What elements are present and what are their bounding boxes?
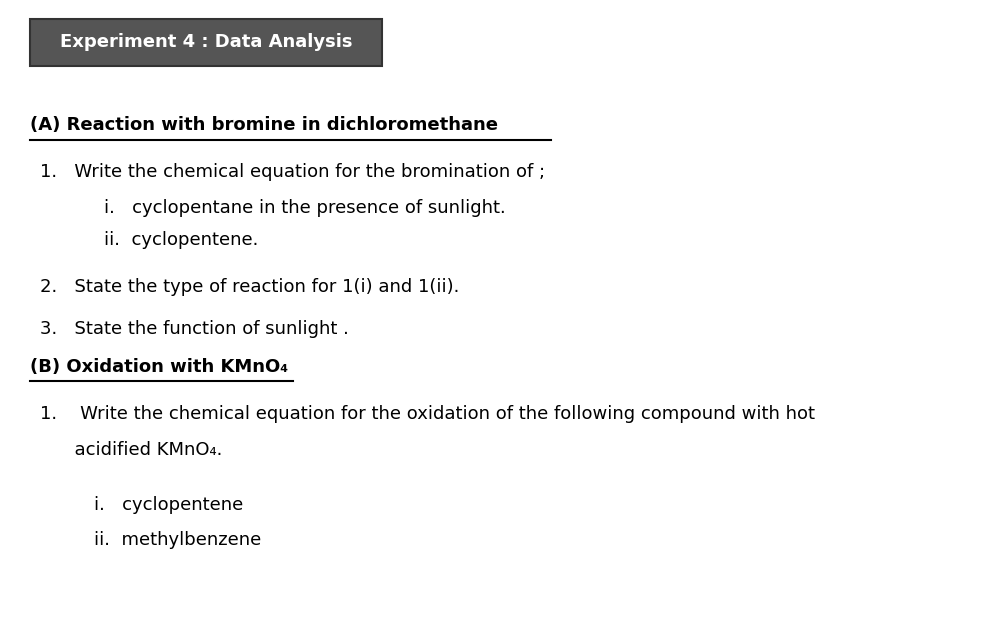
Text: 3.   State the function of sunlight .: 3. State the function of sunlight . [40,320,349,338]
Text: ii.  cyclopentene.: ii. cyclopentene. [104,231,258,248]
Text: 2.   State the type of reaction for 1(i) and 1(ii).: 2. State the type of reaction for 1(i) a… [40,278,459,295]
Text: i.   cyclopentene: i. cyclopentene [94,496,243,514]
Text: Experiment 4 : Data Analysis: Experiment 4 : Data Analysis [60,33,353,51]
Text: 1.    Write the chemical equation for the oxidation of the following compound wi: 1. Write the chemical equation for the o… [40,405,814,423]
Text: (B) Oxidation with KMnO₄: (B) Oxidation with KMnO₄ [30,358,288,376]
Text: 1.   Write the chemical equation for the bromination of ;: 1. Write the chemical equation for the b… [40,164,545,181]
Text: (A) Reaction with bromine in dichloromethane: (A) Reaction with bromine in dichloromet… [30,117,497,134]
Text: acidified KMnO₄.: acidified KMnO₄. [40,441,222,458]
Text: ii.  methylbenzene: ii. methylbenzene [94,532,261,549]
FancyBboxPatch shape [30,19,382,66]
Text: i.   cyclopentane in the presence of sunlight.: i. cyclopentane in the presence of sunli… [104,199,506,217]
